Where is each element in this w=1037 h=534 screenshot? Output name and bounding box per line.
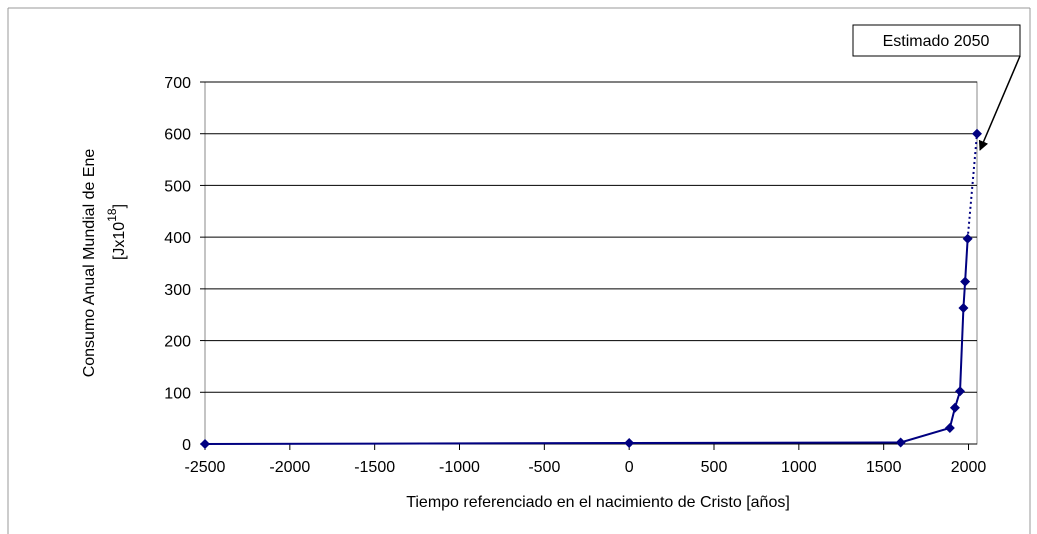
x-tick-label: -500 — [528, 459, 560, 476]
annotation-arrow — [978, 55, 1021, 151]
y-tick-label: 500 — [164, 178, 191, 195]
x-tick-label: -1000 — [439, 459, 480, 476]
x-tick-label: 2000 — [951, 459, 987, 476]
y-axis-title: Consumo Anual Mundial de Ene — [81, 149, 98, 378]
y-tick-label: 100 — [164, 385, 191, 402]
y-axis-unit: [Jx1018] — [105, 204, 128, 260]
y-tick-label: 700 — [164, 75, 191, 92]
x-tick-label: 0 — [625, 459, 634, 476]
x-tick-label: -2000 — [269, 459, 310, 476]
y-unit-sup: 18 — [105, 208, 119, 222]
y-tick-label: 300 — [164, 282, 191, 299]
annotation-box — [852, 24, 1021, 57]
marker — [895, 437, 906, 448]
x-tick-label: 1000 — [781, 459, 817, 476]
marker — [955, 386, 966, 397]
y-tick-label: 400 — [164, 230, 191, 247]
marker — [200, 439, 210, 449]
annotation: Estimado 2050 — [883, 33, 990, 50]
x-tick-label: -1500 — [354, 459, 395, 476]
marker — [949, 402, 960, 413]
x-axis-title: Tiempo referenciado en el nacimiento de … — [406, 494, 790, 511]
x-tick-label: 1500 — [866, 459, 902, 476]
marker — [958, 302, 969, 313]
x-tick-label: -2500 — [185, 459, 226, 476]
x-tick-label: 500 — [701, 459, 728, 476]
y-tick-label: 0 — [182, 437, 191, 454]
marker — [962, 233, 973, 244]
y-tick-label: 200 — [164, 334, 191, 351]
marker — [960, 276, 971, 287]
marker — [624, 437, 635, 448]
y-unit-a: [Jx10 — [111, 222, 128, 260]
series-line — [204, 238, 969, 445]
y-unit-b: ] — [111, 204, 128, 208]
marker — [972, 128, 982, 139]
marker — [944, 422, 955, 433]
plot-area — [204, 81, 978, 445]
y-tick-label: 600 — [164, 127, 191, 144]
series-line-estimated — [966, 133, 978, 239]
